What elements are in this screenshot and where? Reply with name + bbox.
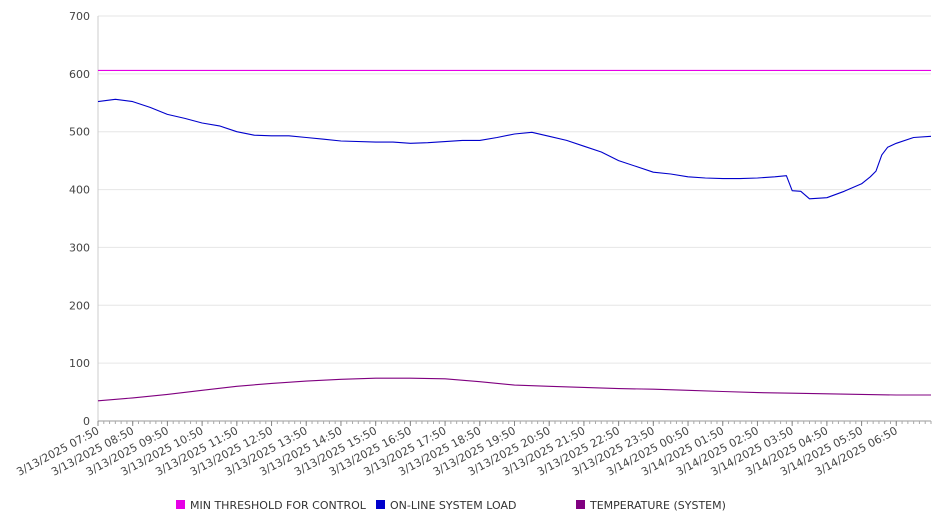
legend-label: ON-LINE SYSTEM LOAD <box>390 499 516 512</box>
legend: MIN THRESHOLD FOR CONTROL ON-LINE SYSTEM … <box>176 499 726 512</box>
legend-swatch <box>576 500 585 509</box>
series-lines <box>97 69 932 402</box>
series-line-1 <box>97 98 932 200</box>
legend-label: TEMPERATURE (SYSTEM) <box>589 499 726 512</box>
y-tick-label: 600 <box>69 68 90 81</box>
y-tick-label: 0 <box>83 415 90 428</box>
y-tick-label: 100 <box>69 357 90 370</box>
legend-swatch <box>376 500 385 509</box>
gridlines <box>98 15 931 364</box>
y-tick-label: 400 <box>69 184 90 197</box>
y-tick-label: 500 <box>69 126 90 139</box>
axes <box>97 16 932 426</box>
y-axis-ticks: 0 100 200 300 400 500 600 700 <box>69 10 90 428</box>
y-tick-label: 300 <box>69 241 90 254</box>
y-tick-label: 700 <box>69 10 90 23</box>
series-line-2 <box>97 377 931 402</box>
legend-swatch <box>176 500 185 509</box>
x-axis-ticks: 3/13/2025 07:503/13/2025 08:503/13/2025 … <box>14 424 899 478</box>
legend-label: MIN THRESHOLD FOR CONTROL <box>190 499 367 512</box>
y-tick-label: 200 <box>69 299 90 312</box>
